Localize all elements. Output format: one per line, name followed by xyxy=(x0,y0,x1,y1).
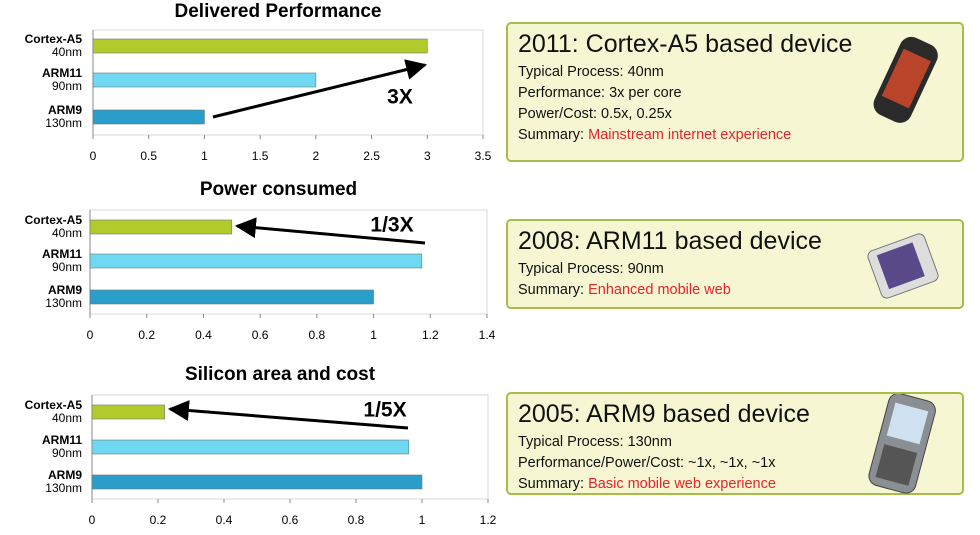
summary-label: Summary: xyxy=(518,282,585,298)
panel-line: Typical Process: 40nm xyxy=(518,64,664,80)
panel-title: 2008: ARM11 based device xyxy=(518,227,822,255)
bar xyxy=(91,404,165,420)
panel-line: Typical Process: 90nm xyxy=(518,261,664,277)
phone-icon xyxy=(867,233,939,299)
process-label: 130nm xyxy=(45,116,82,130)
panel: 2008: ARM11 based device Typical Process… xyxy=(506,219,964,309)
process-label: 40nm xyxy=(52,226,82,240)
panel-line: Power/Cost: 0.5x, 0.25x xyxy=(518,106,672,122)
process-label: 90nm xyxy=(52,260,82,274)
x-tick-label: 0.4 xyxy=(216,513,233,527)
chart-title: Silicon area and cost xyxy=(185,364,376,385)
panel-title: 2011: Cortex-A5 based device xyxy=(518,30,853,58)
panel-summary: Summary: Enhanced mobile web xyxy=(518,280,952,301)
annotation: 3X xyxy=(387,86,413,109)
summary-text: Enhanced mobile web xyxy=(588,282,731,298)
x-tick-label: 0.6 xyxy=(282,513,299,527)
panel-summary: Summary: Basic mobile web experience xyxy=(518,474,952,495)
x-tick-label: 0 xyxy=(89,513,96,527)
x-tick-label: 1 xyxy=(419,513,426,527)
category-label: ARM9 xyxy=(48,468,82,482)
process-label: 130nm xyxy=(45,481,82,495)
annotation: 1/5X xyxy=(363,399,406,422)
summary-label: Summary: xyxy=(518,127,585,143)
x-tick-label: 0.8 xyxy=(348,513,365,527)
process-label: 40nm xyxy=(52,411,82,425)
x-tick-label: 0.4 xyxy=(195,328,212,342)
annotation: 1/3X xyxy=(370,214,413,237)
x-tick-label: 0 xyxy=(87,328,94,342)
x-tick-label: 1.2 xyxy=(422,328,439,342)
x-tick-label: 3 xyxy=(424,149,431,163)
category-label: Cortex-A5 xyxy=(25,398,83,412)
panel-line: Performance/Power/Cost: ~1x, ~1x, ~1x xyxy=(518,455,776,471)
chart-title: Delivered Performance xyxy=(175,1,382,22)
bar xyxy=(91,474,423,490)
x-tick-label: 1.4 xyxy=(479,328,496,342)
phone-icon xyxy=(873,36,938,123)
process-label: 90nm xyxy=(52,446,82,460)
panel: 2011: Cortex-A5 based device Typical Pro… xyxy=(506,22,964,162)
annotation-arrow xyxy=(212,59,428,119)
x-tick-label: 1 xyxy=(370,328,377,342)
panel: 2005: ARM9 based device Typical Process:… xyxy=(506,392,964,495)
summary-text: Mainstream internet experience xyxy=(588,127,792,143)
panel-line: Performance: 3x per core xyxy=(518,85,682,101)
x-tick-label: 0.6 xyxy=(252,328,269,342)
bar xyxy=(89,289,374,305)
panel-summary: Summary: Mainstream internet experience xyxy=(518,125,952,146)
x-tick-label: 0 xyxy=(90,149,97,163)
x-tick-label: 1 xyxy=(201,149,208,163)
bar xyxy=(92,109,205,125)
panel-line: Typical Process: 130nm xyxy=(518,434,672,450)
summary-text: Basic mobile web experience xyxy=(588,476,776,492)
x-tick-label: 2.5 xyxy=(363,149,380,163)
category-label: ARM11 xyxy=(42,247,82,261)
x-tick-label: 0.2 xyxy=(138,328,155,342)
x-tick-label: 3.5 xyxy=(475,149,492,163)
panel-title: 2005: ARM9 based device xyxy=(518,400,810,428)
category-label: ARM11 xyxy=(42,433,82,447)
process-label: 40nm xyxy=(52,45,82,59)
summary-label: Summary: xyxy=(518,476,585,492)
annotation-arrow xyxy=(234,217,426,245)
x-tick-label: 0.8 xyxy=(309,328,326,342)
chart-title: Power consumed xyxy=(200,179,357,200)
bar xyxy=(89,253,423,269)
phone-icon xyxy=(868,394,936,494)
category-label: ARM9 xyxy=(48,283,82,297)
x-tick-label: 0.2 xyxy=(150,513,167,527)
bar xyxy=(92,72,317,88)
category-label: Cortex-A5 xyxy=(25,32,83,46)
category-label: ARM9 xyxy=(48,103,82,117)
x-tick-label: 2 xyxy=(313,149,320,163)
annotation-arrow xyxy=(167,400,409,430)
x-tick-label: 0.5 xyxy=(140,149,157,163)
x-tick-label: 1.2 xyxy=(480,513,497,527)
bar xyxy=(89,219,233,235)
category-label: Cortex-A5 xyxy=(25,213,83,227)
process-label: 130nm xyxy=(45,296,82,310)
bar xyxy=(92,38,428,54)
process-label: 90nm xyxy=(52,79,82,93)
x-tick-label: 1.5 xyxy=(252,149,269,163)
category-label: ARM11 xyxy=(42,66,82,80)
bar xyxy=(91,439,410,455)
